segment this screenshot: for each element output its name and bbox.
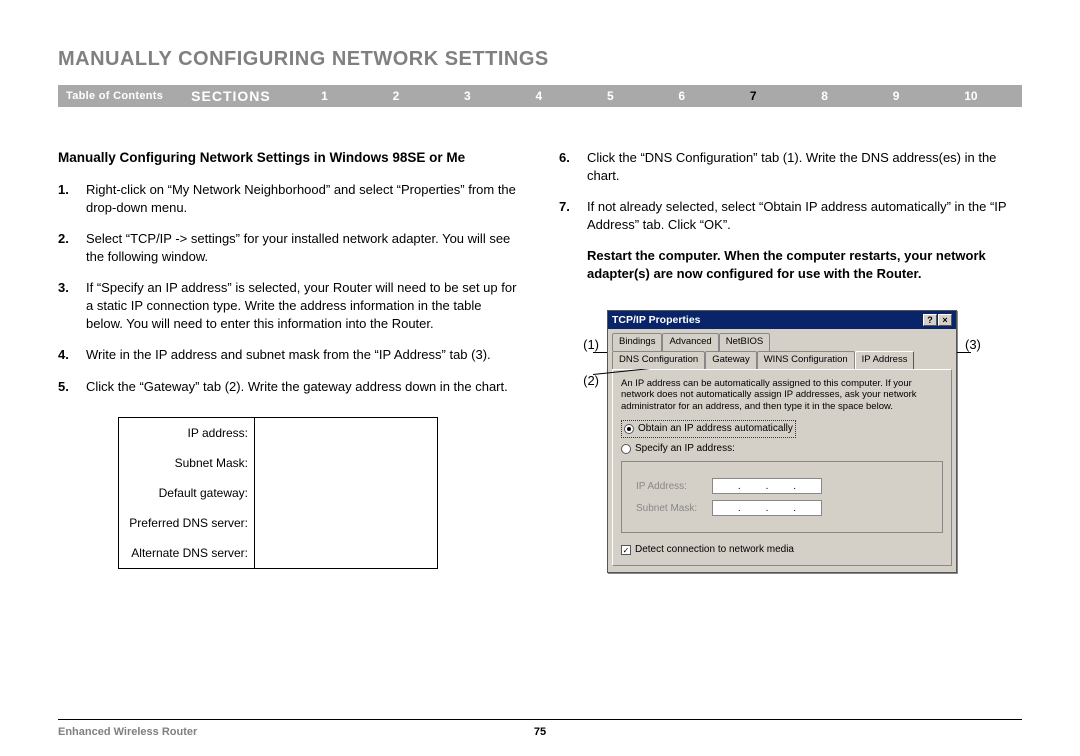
callout-1: (1)	[573, 336, 599, 354]
page-footer: Enhanced Wireless Router 75	[58, 719, 1022, 738]
ip-address-input[interactable]: ...	[712, 478, 822, 494]
connector-line	[957, 352, 971, 353]
row-label: Alternate DNS server:	[119, 545, 254, 561]
step-6: Click the “DNS Configuration” tab (1). W…	[559, 149, 1022, 184]
row-label: Preferred DNS server:	[119, 515, 254, 531]
tab-panel: An IP address can be automatically assig…	[612, 369, 952, 566]
tcpip-properties-dialog: TCP/IP Properties ? × Bindings Advanced …	[607, 310, 957, 572]
tab-gateway[interactable]: Gateway	[705, 351, 757, 369]
subnet-mask-label: Subnet Mask:	[636, 502, 706, 516]
right-column: Click the “DNS Configuration” tab (1). W…	[559, 149, 1022, 573]
table-row: IP address:	[119, 418, 437, 448]
restart-note: Restart the computer. When the computer …	[559, 247, 1022, 282]
tab-dns-configuration[interactable]: DNS Configuration	[612, 351, 705, 369]
help-button[interactable]: ?	[923, 314, 937, 326]
panel-description: An IP address can be automatically assig…	[621, 378, 943, 412]
radio-icon	[621, 444, 631, 454]
steps-list-right: Click the “DNS Configuration” tab (1). W…	[559, 149, 1022, 233]
row-label: IP address:	[119, 425, 254, 441]
page-title: MANUALLY CONFIGURING NETWORK SETTINGS	[58, 48, 1022, 71]
radio-specify-ip[interactable]: Specify an IP address:	[621, 442, 943, 456]
address-input-table: IP address: Subnet Mask: Default gateway…	[118, 417, 438, 569]
toc-link[interactable]: Table of Contents	[58, 90, 173, 102]
checkbox-label: Detect connection to network media	[635, 543, 794, 557]
tab-row-1: Bindings Advanced NetBIOS	[608, 329, 956, 351]
left-column: Manually Configuring Network Settings in…	[58, 149, 521, 573]
radio-obtain-auto[interactable]: Obtain an IP address automatically	[621, 420, 796, 438]
section-numbers: 1 2 3 4 5 6 7 8 9 10	[289, 89, 1022, 103]
table-row: Preferred DNS server:	[119, 508, 437, 538]
table-row: Alternate DNS server:	[119, 538, 437, 568]
subnet-mask-input[interactable]: ...	[712, 500, 822, 516]
step-2: Select “TCP/IP -> settings” for your ins…	[58, 230, 521, 265]
tab-advanced[interactable]: Advanced	[662, 333, 718, 351]
tab-ip-address[interactable]: IP Address	[855, 351, 915, 369]
section-link-1[interactable]: 1	[321, 89, 328, 103]
page-number: 75	[534, 726, 546, 738]
row-label: Default gateway:	[119, 485, 254, 501]
callouts-right: (3)	[965, 310, 981, 354]
row-value[interactable]	[254, 478, 437, 508]
radio-icon	[624, 424, 634, 434]
callouts-left: (1) (2)	[573, 310, 599, 389]
section-link-10[interactable]: 10	[964, 89, 977, 103]
dialog-titlebar: TCP/IP Properties ? ×	[608, 311, 956, 329]
radio-label: Obtain an IP address automatically	[638, 422, 793, 436]
row-label: Subnet Mask:	[119, 455, 254, 471]
tab-row-2: DNS Configuration Gateway WINS Configura…	[608, 351, 956, 369]
section-navbar: Table of Contents SECTIONS 1 2 3 4 5 6 7…	[58, 85, 1022, 107]
close-button[interactable]: ×	[938, 314, 952, 326]
ip-address-label: IP Address:	[636, 480, 706, 494]
ip-address-group: IP Address: ... Subnet Mask: ...	[621, 461, 943, 533]
checkbox-icon: ✓	[621, 545, 631, 555]
row-value[interactable]	[254, 448, 437, 478]
step-3: If “Specify an IP address” is selected, …	[58, 279, 521, 332]
sections-label: SECTIONS	[173, 88, 289, 104]
row-value[interactable]	[254, 418, 437, 448]
step-1: Right-click on “My Network Neighborhood”…	[58, 181, 521, 216]
step-5: Click the “Gateway” tab (2). Write the g…	[58, 378, 521, 396]
section-link-6[interactable]: 6	[678, 89, 685, 103]
connector-line	[593, 352, 607, 353]
section-link-7[interactable]: 7	[750, 89, 757, 103]
section-link-8[interactable]: 8	[821, 89, 828, 103]
row-value[interactable]	[254, 508, 437, 538]
dialog-title: TCP/IP Properties	[612, 313, 701, 327]
tab-wins-configuration[interactable]: WINS Configuration	[757, 351, 855, 369]
callout-3: (3)	[965, 337, 981, 352]
section-link-3[interactable]: 3	[464, 89, 471, 103]
steps-list-left: Right-click on “My Network Neighborhood”…	[58, 181, 521, 395]
section-link-2[interactable]: 2	[393, 89, 400, 103]
step-4: Write in the IP address and subnet mask …	[58, 346, 521, 364]
step-7: If not already selected, select “Obtain …	[559, 198, 1022, 233]
tab-netbios[interactable]: NetBIOS	[719, 333, 771, 351]
section-link-4[interactable]: 4	[535, 89, 542, 103]
table-row: Subnet Mask:	[119, 448, 437, 478]
radio-label: Specify an IP address:	[635, 442, 735, 456]
section-link-9[interactable]: 9	[893, 89, 900, 103]
table-row: Default gateway:	[119, 478, 437, 508]
product-name: Enhanced Wireless Router	[58, 726, 197, 738]
detect-connection-checkbox[interactable]: ✓ Detect connection to network media	[621, 543, 943, 557]
section-link-5[interactable]: 5	[607, 89, 614, 103]
section-subtitle: Manually Configuring Network Settings in…	[58, 149, 521, 167]
tab-bindings[interactable]: Bindings	[612, 333, 662, 351]
row-value[interactable]	[254, 538, 437, 568]
